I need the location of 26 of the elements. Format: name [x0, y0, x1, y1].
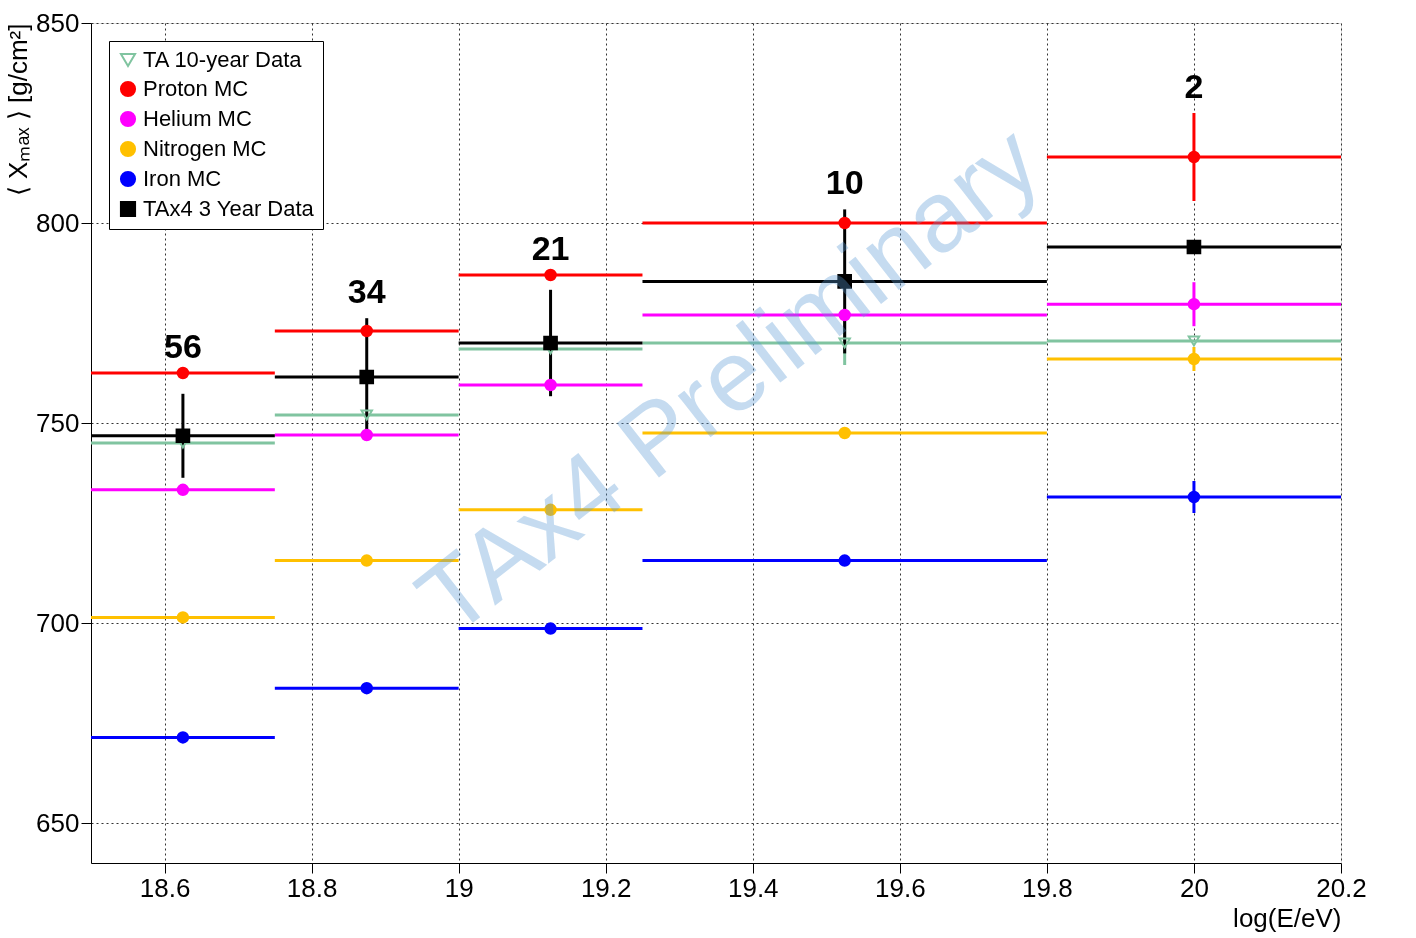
legend-label: Nitrogen MC [143, 136, 267, 161]
legend-label: Helium MC [143, 106, 252, 131]
annotation: 2 [1184, 67, 1204, 105]
y-tick-label: 800 [36, 207, 80, 238]
annotation: 34 [347, 272, 386, 311]
annotation: 56 [164, 327, 202, 365]
x-tick-label: 19.2 [580, 872, 632, 903]
legend-label: Iron MC [143, 166, 222, 191]
legend-label: TAx4 3 Year Data [143, 196, 315, 221]
x-tick-label: 18.8 [286, 872, 338, 903]
x-tick-label: 20.2 [1316, 872, 1367, 903]
annotation: 21 [531, 229, 570, 267]
y-tick-label: 850 [36, 7, 80, 38]
x-tick-label: 19 [444, 872, 474, 903]
legend-label: Proton MC [143, 76, 249, 101]
x-tick-label: 19.6 [875, 872, 926, 903]
y-tick-label: 700 [36, 607, 80, 638]
x-axis-title: log(E/eV) [1233, 902, 1342, 933]
y-axis-title: ⟨ Xₘₐₓ ⟩ [g/cm²] [3, 23, 34, 197]
x-tick-label: 19.4 [727, 872, 779, 903]
y-tick-label: 650 [36, 807, 80, 838]
x-tick-label: 19.8 [1022, 872, 1073, 903]
legend-label: TA 10-year Data [143, 47, 303, 72]
x-tick-label: 20 [1179, 872, 1209, 903]
y-tick-label: 750 [36, 407, 80, 438]
x-tick-label: 18.6 [139, 872, 191, 903]
